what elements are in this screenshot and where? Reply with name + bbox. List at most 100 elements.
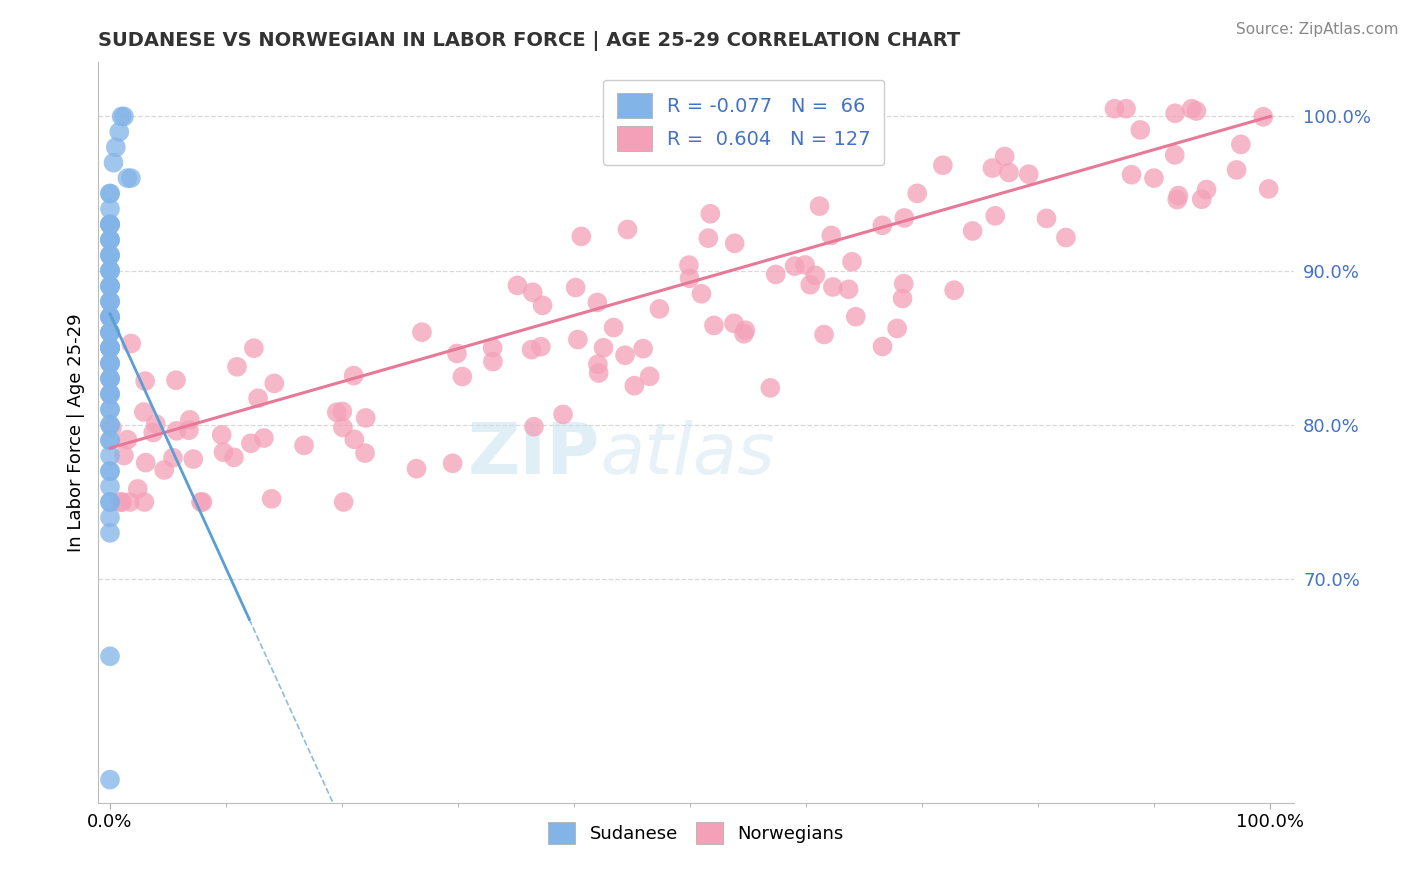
Point	[98, 434, 121, 448]
Point	[98, 510, 121, 524]
Point	[98, 649, 121, 664]
Point	[98, 326, 121, 340]
Point	[101, 421, 124, 435]
Point	[886, 321, 908, 335]
Point	[354, 411, 377, 425]
Point	[98, 495, 121, 509]
Text: atlas: atlas	[600, 420, 775, 490]
Point	[1185, 103, 1208, 118]
Point	[1035, 211, 1057, 226]
Point	[127, 482, 149, 496]
Point	[564, 280, 586, 294]
Point	[110, 495, 132, 509]
Point	[98, 417, 121, 432]
Point	[132, 405, 155, 419]
Point	[821, 280, 844, 294]
Point	[723, 317, 745, 331]
Point	[98, 310, 121, 324]
Point	[332, 420, 354, 434]
Point	[191, 495, 214, 509]
Point	[616, 222, 638, 236]
Point	[165, 373, 187, 387]
Point	[98, 341, 121, 355]
Point	[98, 186, 121, 201]
Point	[905, 186, 928, 201]
Point	[1115, 102, 1137, 116]
Point	[98, 263, 121, 277]
Point	[135, 456, 157, 470]
Point	[98, 294, 121, 309]
Point	[569, 229, 592, 244]
Point	[808, 199, 831, 213]
Point	[531, 298, 554, 312]
Point	[841, 254, 863, 268]
Point	[98, 218, 121, 232]
Point	[343, 433, 366, 447]
Point	[962, 224, 984, 238]
Point	[592, 341, 614, 355]
Point	[98, 248, 121, 262]
Point	[98, 233, 121, 247]
Point	[411, 325, 433, 339]
Point	[145, 417, 167, 431]
Point	[765, 268, 787, 282]
Point	[226, 359, 249, 374]
Point	[872, 339, 894, 353]
Point	[520, 343, 543, 357]
Point	[111, 495, 134, 509]
Point	[98, 341, 121, 355]
Point	[326, 405, 349, 419]
Point	[120, 336, 142, 351]
Point	[98, 341, 121, 355]
Point	[699, 207, 721, 221]
Point	[446, 346, 468, 360]
Point	[98, 186, 121, 201]
Point	[943, 283, 966, 297]
Point	[733, 326, 755, 341]
Point	[98, 371, 121, 385]
Point	[98, 402, 121, 417]
Point	[112, 449, 135, 463]
Point	[893, 211, 915, 225]
Point	[697, 231, 720, 245]
Point	[98, 356, 121, 370]
Point	[98, 326, 121, 340]
Point	[98, 310, 121, 324]
Point	[891, 292, 914, 306]
Point	[932, 158, 955, 172]
Point	[166, 424, 188, 438]
Point	[104, 140, 127, 154]
Point	[648, 301, 671, 316]
Point	[179, 413, 201, 427]
Point	[142, 425, 165, 440]
Point	[1018, 167, 1040, 181]
Point	[247, 391, 270, 405]
Point	[1181, 102, 1204, 116]
Point	[253, 431, 276, 445]
Point	[98, 263, 121, 277]
Point	[98, 402, 121, 417]
Point	[481, 341, 503, 355]
Point	[98, 279, 121, 293]
Point	[614, 348, 637, 362]
Point	[794, 258, 817, 272]
Point	[567, 333, 589, 347]
Point	[98, 218, 121, 232]
Point	[332, 495, 354, 509]
Point	[631, 342, 654, 356]
Y-axis label: In Labor Force | Age 25-29: In Labor Force | Age 25-29	[66, 313, 84, 552]
Point	[98, 310, 121, 324]
Point	[893, 277, 915, 291]
Point	[799, 277, 821, 292]
Point	[506, 278, 529, 293]
Point	[98, 356, 121, 370]
Point	[343, 368, 366, 383]
Point	[98, 387, 121, 401]
Text: SUDANESE VS NORWEGIAN IN LABOR FORCE | AGE 25-29 CORRELATION CHART: SUDANESE VS NORWEGIAN IN LABOR FORCE | A…	[98, 30, 960, 51]
Point	[98, 480, 121, 494]
Point	[998, 165, 1021, 179]
Point	[1230, 137, 1253, 152]
Point	[1129, 123, 1152, 137]
Point	[98, 371, 121, 385]
Point	[292, 438, 315, 452]
